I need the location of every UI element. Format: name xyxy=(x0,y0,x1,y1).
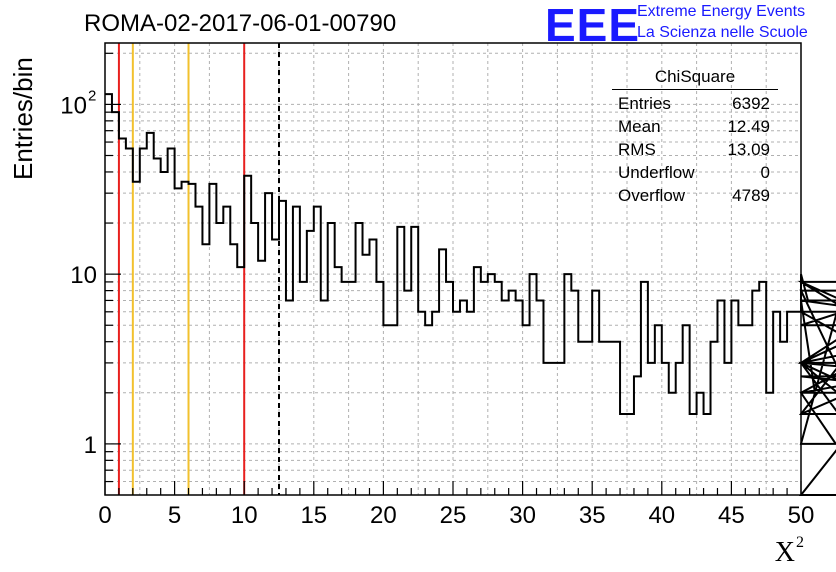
x-tick-label: 5 xyxy=(168,502,181,529)
y-tick-exponent: 2 xyxy=(88,87,96,104)
stats-box: ChiSquare Entries 6392 Mean 12.49 RMS 13… xyxy=(612,67,778,207)
stats-row-underflow: Underflow 0 xyxy=(612,161,778,184)
stats-row-mean: Mean 12.49 xyxy=(612,115,778,138)
histogram-line xyxy=(105,93,836,496)
axis-ticks xyxy=(104,52,802,495)
stats-value: 0 xyxy=(760,163,770,182)
x-tick-label: 0 xyxy=(98,502,111,529)
logo-line-1: Extreme Energy Events xyxy=(637,3,806,20)
stats-row-overflow: Overflow 4789 xyxy=(612,184,778,207)
x-tick-label: 45 xyxy=(718,502,745,529)
eee-logo: EEE xyxy=(545,0,641,51)
y-axis-label: Entries/bin xyxy=(8,57,38,180)
stats-value: 13.09 xyxy=(727,140,770,159)
stats-title: ChiSquare xyxy=(612,67,778,90)
x-tick-label: 35 xyxy=(579,502,606,529)
x-tick-label: 30 xyxy=(509,502,536,529)
stats-label: Overflow xyxy=(618,186,686,205)
y-tick-label: 10 xyxy=(60,92,87,119)
logo-line-2: La Scienza nelle Scuole xyxy=(637,24,808,41)
chart-title: ROMA-02-2017-06-01-00790 xyxy=(84,10,397,37)
grid xyxy=(105,43,801,495)
marker-lines xyxy=(117,43,280,495)
stats-row-rms: RMS 13.09 xyxy=(612,138,778,161)
stats-label: Entries xyxy=(618,94,671,113)
x-tick-label: 20 xyxy=(370,502,397,529)
stats-label: Underflow xyxy=(618,163,695,182)
x-tick-label: 15 xyxy=(300,502,327,529)
x-tick-label: 40 xyxy=(648,502,675,529)
x-tick-label: 10 xyxy=(231,502,258,529)
stats-row-entries: Entries 6392 xyxy=(612,92,778,115)
x-tick-label: 50 xyxy=(788,502,815,529)
x-axis-label-exponent: 2 xyxy=(796,534,804,551)
stats-value: 4789 xyxy=(732,186,770,205)
x-axis-label-base: X xyxy=(774,537,795,568)
y-tick-label: 10 xyxy=(70,262,97,289)
stats-label: RMS xyxy=(618,140,656,159)
x-axis-label: X2 xyxy=(775,534,804,569)
y-tick-label: 1 xyxy=(84,432,97,459)
stats-value: 12.49 xyxy=(727,117,770,136)
stats-value: 6392 xyxy=(732,94,770,113)
x-tick-label: 25 xyxy=(440,502,467,529)
stats-label: Mean xyxy=(618,117,661,136)
